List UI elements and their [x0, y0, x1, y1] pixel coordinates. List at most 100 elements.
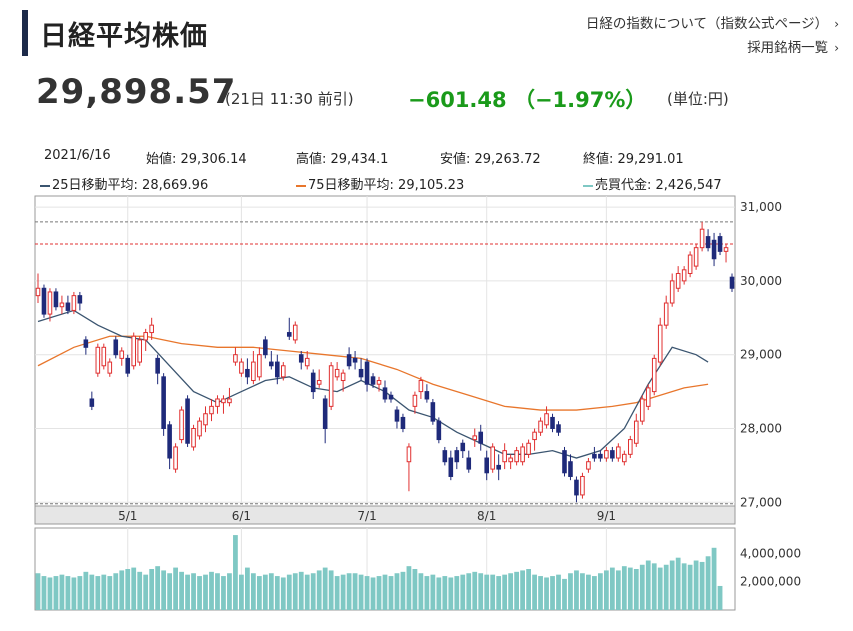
candle-body: [65, 302, 71, 311]
candle-body: [508, 457, 513, 463]
candle-body: [520, 446, 525, 463]
constituents-link[interactable]: 採用銘柄一覧 ›: [747, 36, 839, 56]
candle-body: [610, 450, 615, 459]
volume-bar: [442, 576, 448, 610]
volume-bar: [221, 576, 226, 610]
volume-bar: [250, 573, 256, 610]
candle-body: [227, 398, 232, 404]
volume-bar: [83, 571, 89, 610]
candle-body: [622, 453, 627, 463]
volume-bar: [101, 574, 107, 610]
volume-bar: [304, 574, 310, 610]
volume-bar: [448, 577, 454, 610]
candle-body: [604, 450, 609, 459]
candle-body: [681, 269, 687, 282]
candle-body: [233, 354, 238, 363]
candle-body: [286, 332, 292, 337]
volume-bar: [592, 576, 597, 610]
candle-body: [460, 442, 466, 452]
volume-bar: [155, 566, 161, 610]
candle-body: [556, 424, 561, 433]
price-tick-label: 28,000: [740, 422, 782, 436]
candle-body: [328, 365, 334, 407]
volume-bar: [77, 576, 83, 610]
candle-body: [729, 276, 735, 289]
volume-bar: [322, 567, 328, 610]
candle-body: [161, 376, 166, 430]
volume-bar: [316, 570, 322, 610]
candle-body: [544, 413, 549, 426]
candle-body: [364, 361, 370, 385]
candle-body: [639, 398, 645, 422]
date-tick-label: 9/1: [597, 509, 616, 523]
volume-bar: [125, 569, 131, 610]
index-info-link[interactable]: 日経の指数について（指数公式ページ） ›: [586, 12, 839, 32]
legend-volume-swatch: [583, 184, 593, 187]
info-low: 安値: 29,263.72: [440, 152, 541, 167]
candle-body: [167, 424, 172, 459]
price-timestamp: (21日 11:30 前引): [225, 90, 354, 108]
volume-bar: [711, 547, 717, 610]
candle-body: [616, 446, 621, 459]
volume-bar: [424, 576, 430, 610]
page-title: 日経平均株価: [40, 21, 208, 52]
candle-body: [77, 295, 83, 304]
volume-bar: [358, 574, 364, 610]
volume-bar: [41, 576, 47, 610]
candle-body: [466, 457, 472, 470]
candle-body: [442, 450, 448, 463]
candle-body: [280, 365, 286, 378]
volume-bar: [669, 560, 675, 610]
candle-body: [275, 361, 280, 378]
volume-bar: [562, 578, 567, 610]
volume-bar: [191, 573, 196, 610]
current-price: 29,898.57: [36, 72, 237, 112]
volume-bar: [526, 569, 531, 610]
date-tick-label: 5/1: [118, 509, 137, 523]
volume-bar: [514, 571, 520, 610]
volume-bar: [89, 574, 95, 610]
candle-body: [598, 453, 603, 459]
candle-body: [370, 376, 376, 385]
candle-body: [711, 239, 717, 260]
volume-bar: [651, 563, 657, 610]
index-info-link-label: 日経の指数について（指数公式ページ）: [585, 16, 829, 32]
volume-bar: [478, 573, 484, 610]
volume-bar: [185, 574, 190, 610]
volume-bar: [119, 570, 125, 610]
price-unit: (単位:円): [667, 90, 729, 108]
candle-body: [304, 357, 310, 367]
volume-bar: [597, 573, 603, 610]
volume-bar: [227, 573, 232, 610]
price-tick-label: 27,000: [740, 495, 782, 509]
volume-bar: [71, 577, 77, 610]
date-tick-label: 6/1: [232, 509, 251, 523]
candle-body: [448, 457, 454, 477]
candle-body: [209, 405, 214, 415]
volume-bar: [603, 570, 609, 610]
volume-bar: [173, 567, 178, 610]
volume-bar: [179, 571, 184, 610]
volume-bar: [639, 564, 645, 610]
candle-body: [113, 339, 119, 356]
candle-body: [424, 391, 430, 400]
candle-body: [430, 402, 436, 422]
candle-body: [89, 398, 95, 407]
candle-body: [107, 361, 113, 374]
candle-body: [478, 431, 484, 444]
volume-bar: [508, 573, 514, 610]
candle-body: [586, 461, 591, 470]
volume-bar: [502, 574, 508, 610]
volume-bar: [496, 576, 502, 610]
volume-bar: [430, 574, 436, 610]
volume-bar: [556, 574, 561, 610]
candle-body: [173, 446, 178, 470]
volume-bar: [406, 566, 412, 610]
volume-bar: [454, 576, 460, 610]
volume-bar: [466, 573, 472, 610]
volume-bar: [268, 573, 274, 610]
volume-bar: [490, 574, 496, 610]
candle-body: [71, 295, 77, 311]
volume-bar: [580, 573, 585, 610]
